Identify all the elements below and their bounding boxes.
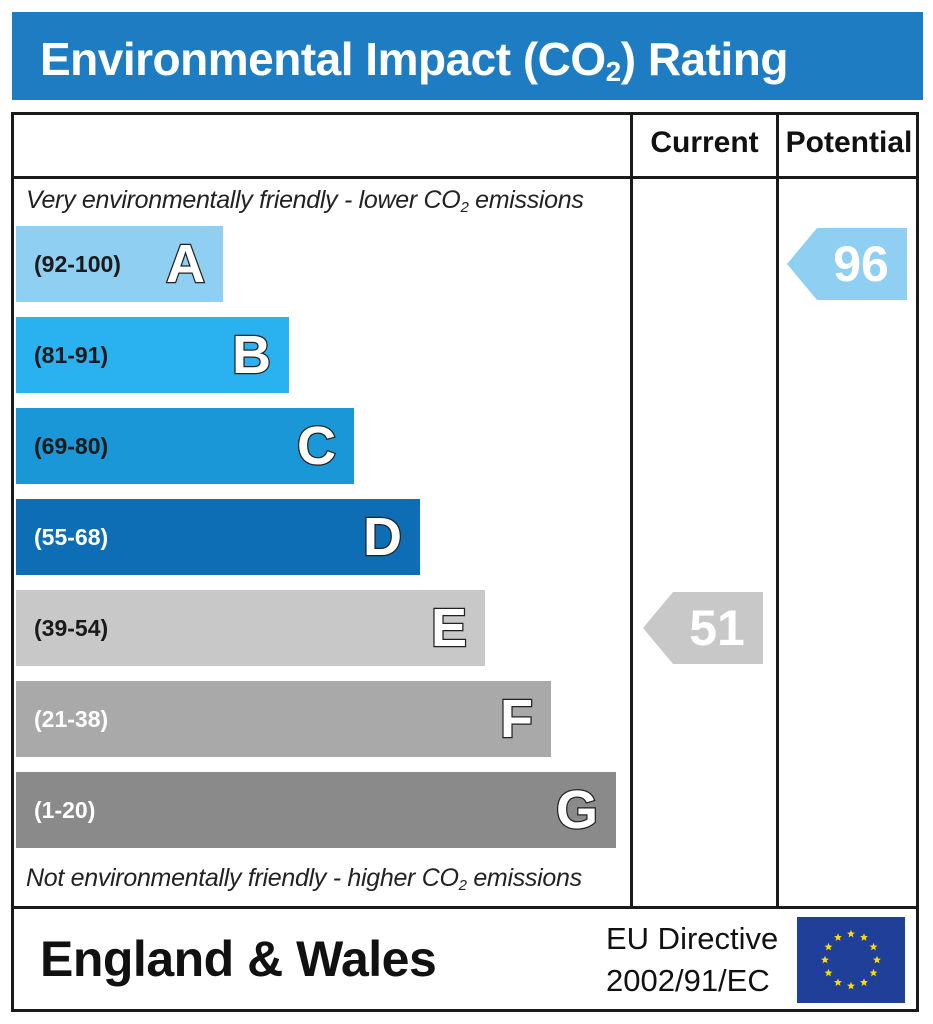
potential-column-header: Potential: [785, 126, 913, 159]
rating-band-d: (55-68) D: [16, 499, 420, 575]
potential-arrow-shape: [787, 228, 907, 300]
title-subscript: 2: [605, 56, 622, 87]
eu-star-icon: [847, 929, 855, 938]
band-letter: G: [555, 779, 600, 842]
band-letter: C: [296, 415, 338, 478]
rating-band-b: (81-91) B: [16, 317, 289, 393]
eu-star-icon: [860, 933, 868, 941]
top-note-prefix: Very environmentally friendly - lower CO: [26, 186, 461, 214]
band-range-label: (69-80): [34, 433, 109, 459]
directive-line-2: 2002/91/EC: [606, 963, 770, 998]
eu-star-icon: [824, 942, 833, 951]
rating-band-e: (39-54) E: [16, 590, 485, 666]
eu-star-icon: [824, 968, 833, 977]
current-rating-value: 51: [689, 600, 745, 656]
band-range-label: (1-20): [34, 797, 96, 823]
eu-star-icon: [847, 981, 855, 990]
rating-band-c: (69-80) C: [16, 408, 354, 484]
current-arrow-shape: [643, 592, 763, 664]
header-divider: [11, 176, 919, 179]
eu-directive: EU Directive 2002/91/EC: [606, 918, 778, 1002]
bottom-note: Not environmentally friendly - higher CO…: [26, 864, 582, 894]
band-range-label: (92-100): [34, 251, 121, 277]
eu-star-icon: [821, 955, 829, 964]
band-letter: F: [499, 688, 535, 751]
current-column-header: Current: [650, 126, 759, 159]
eu-star-icon: [860, 978, 868, 986]
rating-band-a: (92-100) A: [16, 226, 223, 302]
bottom-note-subscript: 2: [458, 877, 467, 894]
band-letter: A: [165, 233, 207, 296]
region-label: England & Wales: [40, 931, 437, 987]
eu-star-icon: [834, 978, 842, 986]
potential-rating-arrow: 96: [787, 228, 907, 300]
eu-star-icon: [834, 933, 842, 941]
footer-divider: [11, 906, 919, 909]
potential-rating-value: 96: [833, 236, 889, 292]
title-prefix: Environmental Impact (CO: [40, 33, 606, 85]
rating-band-g: (1-20) G: [16, 772, 616, 848]
rating-band-f: (21-38) F: [16, 681, 551, 757]
eu-star-icon: [873, 955, 881, 964]
title-suffix: ) Rating: [620, 33, 789, 85]
band-letter: E: [430, 597, 469, 660]
band-letter: D: [362, 506, 404, 569]
chart-title: Environmental Impact (CO2) Rating: [40, 32, 788, 88]
current-column-divider: [630, 112, 633, 909]
chart-frame: [11, 112, 919, 1012]
current-rating-arrow: 51: [643, 592, 763, 664]
top-note-suffix: emissions: [468, 186, 584, 214]
band-range-label: (81-91): [34, 342, 109, 368]
eu-star-icon: [869, 968, 878, 977]
band-range-label: (55-68): [34, 524, 109, 550]
bottom-note-prefix: Not environmentally friendly - higher CO: [26, 864, 459, 892]
band-range-label: (21-38): [34, 706, 109, 732]
band-range-label: (39-54): [34, 615, 109, 641]
eu-star-icon: [869, 942, 878, 951]
directive-line-1: EU Directive: [606, 921, 779, 956]
potential-column-divider: [776, 112, 779, 909]
title-bar: Environmental Impact (CO2) Rating: [12, 12, 923, 100]
top-note-subscript: 2: [460, 199, 469, 216]
top-note: Very environmentally friendly - lower CO…: [26, 186, 584, 216]
band-letter: B: [231, 324, 273, 387]
eu-flag-icon: [797, 917, 905, 1003]
bottom-note-suffix: emissions: [466, 864, 582, 892]
